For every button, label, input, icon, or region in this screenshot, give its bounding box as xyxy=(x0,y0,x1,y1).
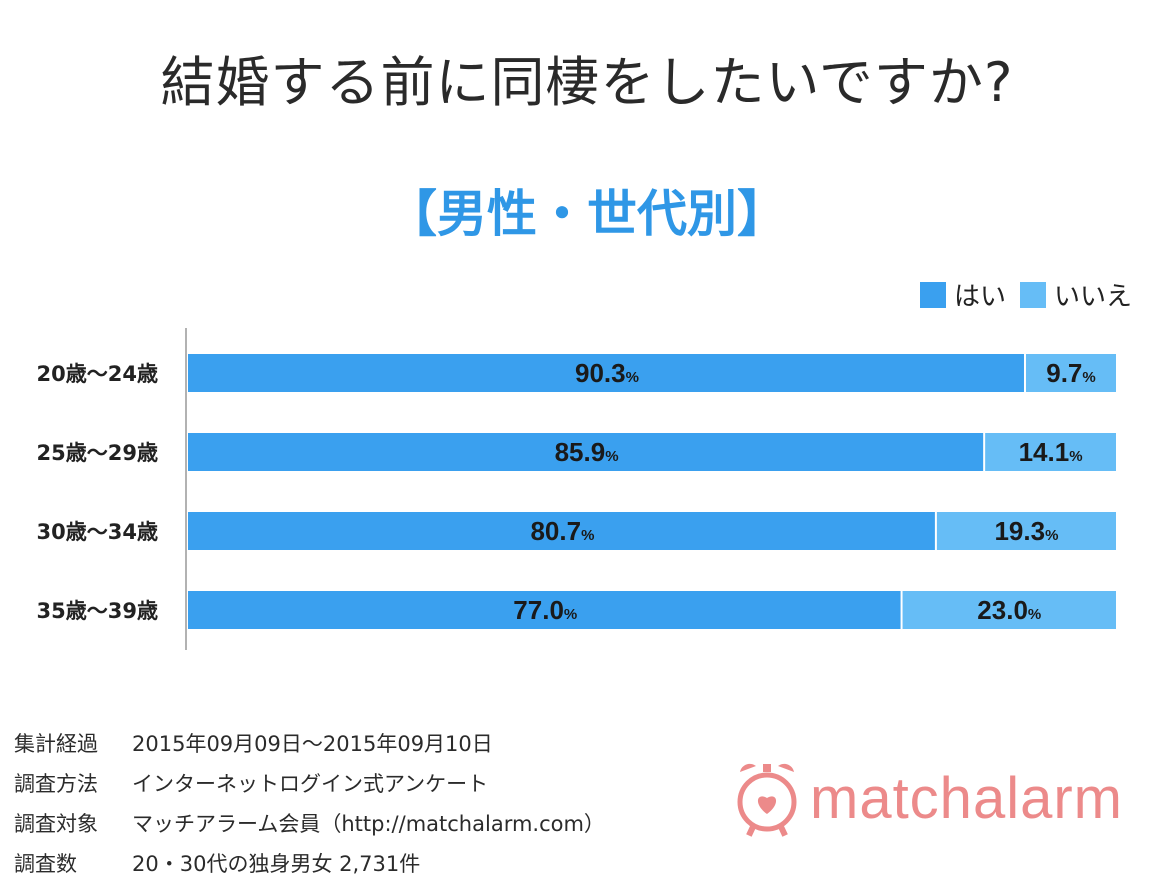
survey-info-row: 調査数 20・30代の独身男女 2,731件 xyxy=(14,844,605,884)
bar-yes xyxy=(188,354,1024,392)
survey-info-label: 集計経過 xyxy=(14,732,98,756)
legend-label-yes: はい xyxy=(953,282,1006,312)
legend: はい いいえ xyxy=(919,276,1132,313)
survey-info-value: インターネットログイン式アンケート xyxy=(132,772,489,796)
bar-yes xyxy=(188,591,901,629)
chart-title: 結婚する前に同棲をしたいですか? xyxy=(160,51,1014,114)
survey-info: 集計経過 2015年09月09日〜2015年09月10日 調査方法 インターネッ… xyxy=(14,724,605,884)
chart-subtitle: 【男性・世代別】 xyxy=(387,185,787,243)
legend-swatch-no xyxy=(1019,281,1046,308)
category-label: 30歳〜34歳 xyxy=(37,520,158,544)
category-label: 35歳〜39歳 xyxy=(37,599,158,623)
survey-info-row: 集計経過 2015年09月09日〜2015年09月10日 xyxy=(14,724,605,764)
legend-item-yes: はい xyxy=(919,276,1006,313)
survey-info-value: 20・30代の独身男女 2,731件 xyxy=(132,852,421,876)
bar-no xyxy=(902,591,1116,629)
bar-yes xyxy=(188,512,935,550)
bar-no xyxy=(936,512,1116,550)
survey-info-value: マッチアラーム会員（http://matchalarm.com） xyxy=(132,812,605,836)
survey-info-label: 調査対象 xyxy=(14,812,98,836)
survey-info-row: 調査対象 マッチアラーム会員（http://matchalarm.com） xyxy=(14,804,605,844)
category-label: 25歳〜29歳 xyxy=(37,441,158,465)
bar-chart: 20歳〜24歳 90.3% 9.7%25歳〜29歳 85.9% 14.1%30歳〜34歳… xyxy=(37,328,1116,650)
legend-swatch-yes xyxy=(919,281,946,308)
matchalarm-logo: matchalarm xyxy=(734,752,1123,844)
survey-info-label: 調査方法 xyxy=(14,772,98,796)
bar-no xyxy=(985,433,1116,471)
category-label: 20歳〜24歳 xyxy=(37,362,158,386)
survey-info-value: 2015年09月09日〜2015年09月10日 xyxy=(132,732,493,756)
legend-label-no: いいえ xyxy=(1053,282,1132,312)
bar-no xyxy=(1025,354,1116,392)
survey-info-label: 調査数 xyxy=(14,852,77,876)
alarm-clock-heart-icon xyxy=(737,763,797,837)
legend-item-no: いいえ xyxy=(1019,276,1132,313)
survey-info-row: 調査方法 インターネットログイン式アンケート xyxy=(14,764,605,804)
logo-text: matchalarm xyxy=(810,765,1123,831)
bar-yes xyxy=(188,433,984,471)
